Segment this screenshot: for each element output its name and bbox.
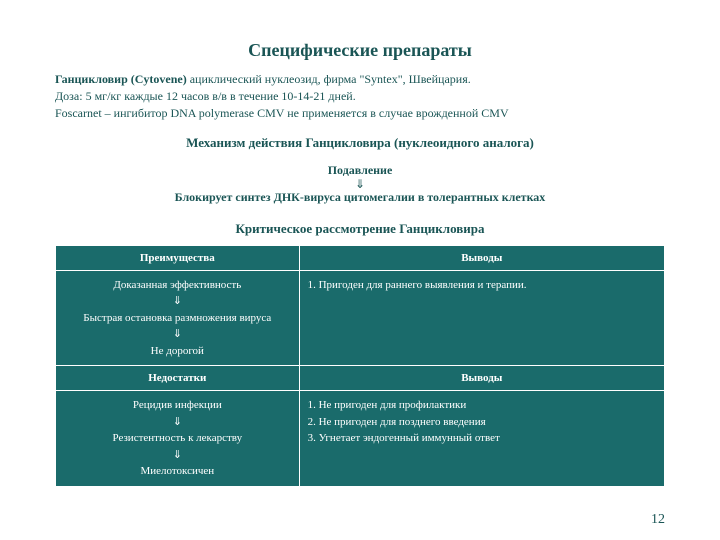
- intro-rest: ациклический нуклеозид, фирма "Syntex", …: [187, 72, 471, 86]
- dis-line: Рецидив инфекции: [64, 397, 291, 414]
- table-row: Преимущества Выводы: [56, 245, 665, 270]
- page-container: Специфические препараты Ганцикловир (Cyt…: [0, 0, 720, 507]
- page-number: 12: [651, 512, 665, 528]
- table-row: Рецидив инфекции ⇓ Резистентность к лека…: [56, 391, 665, 487]
- conc-line: 1. Не пригоден для профилактики: [308, 397, 656, 414]
- conclusions-cell-1: 1. Пригоден для раннего выявления и тера…: [299, 270, 664, 366]
- arrow-down-icon: ⇓: [64, 293, 291, 310]
- arrow-down-icon: ⇓: [55, 178, 665, 190]
- adv-line: Не дорогой: [64, 343, 291, 360]
- table-row: Недостатки Выводы: [56, 366, 665, 391]
- th-disadvantages: Недостатки: [56, 366, 300, 391]
- conc-line: 3. Угнетает эндогенный иммунный ответ: [308, 430, 656, 447]
- adv-line: Доказанная эффективность: [64, 277, 291, 294]
- intro-lead: Ганцикловир (Cytovene): [55, 72, 187, 86]
- advantages-cell: Доказанная эффективность ⇓ Быстрая остан…: [56, 270, 300, 366]
- th-conclusions-2: Выводы: [299, 366, 664, 391]
- intro-line-1: Ганцикловир (Cytovene) ациклический нукл…: [55, 71, 665, 88]
- arrow-down-icon: ⇓: [64, 326, 291, 343]
- arrow-down-icon: ⇓: [64, 414, 291, 431]
- dis-line: Миелотоксичен: [64, 463, 291, 480]
- page-title: Специфические препараты: [55, 40, 665, 61]
- th-advantages: Преимущества: [56, 245, 300, 270]
- intro-line-2: Доза: 5 мг/кг каждые 12 часов в/в в тече…: [55, 88, 665, 105]
- suppress-label: Подавление: [55, 163, 665, 177]
- disadvantages-cell: Рецидив инфекции ⇓ Резистентность к лека…: [56, 391, 300, 487]
- table-row: Доказанная эффективность ⇓ Быстрая остан…: [56, 270, 665, 366]
- arrow-down-icon: ⇓: [64, 447, 291, 464]
- conc-line: 2. Не пригоден для позднего введения: [308, 414, 656, 431]
- intro-line-3: Foscarnet – ингибитор DNA polymerase CMV…: [55, 105, 665, 122]
- adv-line: Быстрая остановка размножения вируса: [64, 310, 291, 327]
- conclusions-cell-2: 1. Не пригоден для профилактики 2. Не пр…: [299, 391, 664, 487]
- blocks-line: Блокирует синтез ДНК-вируса цитомегалии …: [55, 190, 665, 205]
- dis-line: Резистентность к лекарству: [64, 430, 291, 447]
- mechanism-title: Механизм действия Ганцикловира (нуклеоид…: [55, 135, 665, 151]
- intro-block: Ганцикловир (Cytovene) ациклический нукл…: [55, 71, 665, 121]
- th-conclusions-1: Выводы: [299, 245, 664, 270]
- critical-table: Преимущества Выводы Доказанная эффективн…: [55, 245, 665, 487]
- critical-title: Критическое рассмотрение Ганцикловира: [55, 221, 665, 237]
